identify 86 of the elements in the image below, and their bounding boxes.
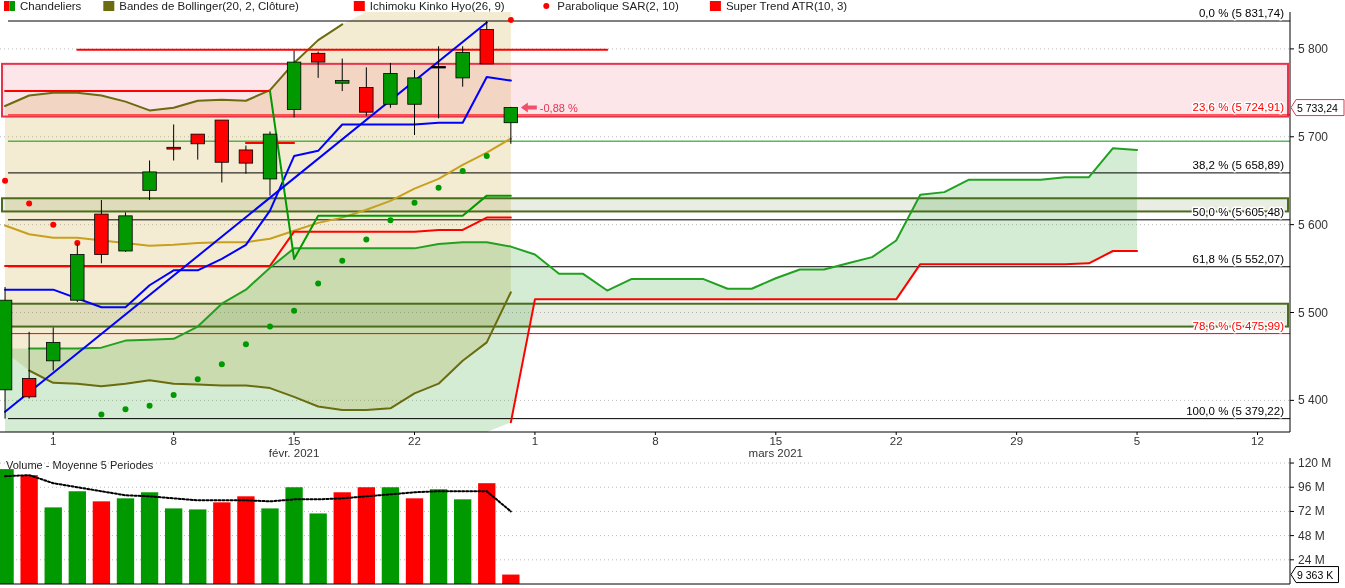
y-tick-label: 24 M [1298, 552, 1325, 567]
bar [237, 496, 255, 584]
point [50, 221, 57, 228]
bar [140, 492, 159, 584]
point [146, 402, 153, 409]
candlestick [46, 326, 61, 371]
text: 5 733,24 [1297, 101, 1339, 114]
point [387, 217, 394, 224]
bar [405, 498, 424, 584]
x-tick-label: 8 [170, 435, 177, 447]
bar [333, 492, 351, 584]
legend-label: Ichimoku Kinko Hyo(26, 9) [369, 0, 505, 12]
bar [454, 499, 472, 584]
ref-line-label: 38,2 % (5 658,89) [1192, 158, 1285, 171]
point [291, 307, 298, 314]
chart-title: Volume - Moyenne 5 Periodes [6, 459, 154, 471]
y-tick-label: 5 400 [1298, 393, 1329, 408]
point [411, 199, 418, 206]
line-series [4, 137, 512, 247]
point [122, 406, 129, 413]
y-tick-label: 5 700 [1298, 129, 1329, 144]
point [435, 184, 442, 191]
candlestick [190, 133, 205, 161]
point [26, 200, 33, 207]
legend-label: Parabolique SAR(2, 10) [557, 0, 679, 12]
bar [261, 508, 279, 584]
ref-line-label: 23,6 % (5 724,91) [1192, 100, 1285, 113]
line-series [28, 291, 512, 412]
text: 9 363 K [1297, 568, 1334, 581]
x-tick-label: 22 [408, 435, 421, 447]
bar [309, 513, 327, 584]
ref-line-label: 0,0 % (5 831,74) [1198, 7, 1285, 20]
y-tick-label: 5 800 [1298, 41, 1329, 56]
x-tick-label: 1 [50, 435, 57, 447]
x-tick-label: 12 [1251, 435, 1264, 447]
y-tick-label: 5 600 [1298, 217, 1329, 232]
candlestick [166, 123, 181, 161]
y-tick-label: 48 M [1298, 528, 1325, 543]
legend-label: Chandeliers [20, 0, 82, 12]
ref-line-label: 61,8 % (5 552,07) [1192, 252, 1285, 265]
point [266, 323, 273, 330]
point [194, 376, 201, 383]
ref-line-label: 100,0 % (5 379,22) [1186, 404, 1285, 417]
point [2, 177, 9, 184]
bar [44, 507, 62, 584]
point [507, 16, 514, 23]
legend-label: Bandes de Bollinger(20, 2, Clôture) [119, 0, 300, 12]
bar [478, 483, 496, 584]
bar [20, 475, 38, 584]
bar [357, 487, 376, 584]
bar [116, 498, 135, 584]
bar [92, 501, 111, 584]
bar [429, 489, 448, 584]
candlestick [431, 45, 446, 119]
point [242, 341, 249, 348]
bar [68, 491, 86, 584]
x-tick-label: 22 [889, 435, 903, 447]
y-tick-label: 5 500 [1298, 305, 1329, 320]
bar [213, 502, 231, 584]
line-series [4, 23, 344, 112]
x-tick-label: 1 [531, 435, 539, 447]
line-series [4, 216, 512, 267]
y-tick-label: 72 M [1298, 504, 1325, 519]
point [483, 153, 490, 160]
point [170, 392, 177, 399]
bar [164, 508, 183, 584]
y-tick-label: 120 M [1298, 456, 1332, 471]
bar [285, 487, 303, 584]
x-tick-label: 15 mars 2021 [748, 435, 803, 459]
point [98, 411, 105, 418]
candlestick [335, 58, 350, 92]
point [315, 280, 322, 287]
point [218, 361, 225, 368]
bar [381, 487, 400, 584]
x-tick-label: 29 [1010, 435, 1024, 447]
x-tick-label: 15 févr. 2021 [268, 435, 320, 459]
point [363, 236, 370, 243]
annotation: -0,88 % [539, 101, 578, 114]
point [339, 257, 346, 264]
bar [189, 509, 207, 584]
x-tick-label: 8 [652, 435, 659, 447]
point [459, 168, 466, 175]
legend-label: Super Trend ATR(10, 3) [725, 0, 848, 12]
x-tick-label: 5 [1133, 435, 1141, 447]
line-series [4, 474, 512, 513]
y-tick-label: 96 M [1298, 480, 1325, 495]
